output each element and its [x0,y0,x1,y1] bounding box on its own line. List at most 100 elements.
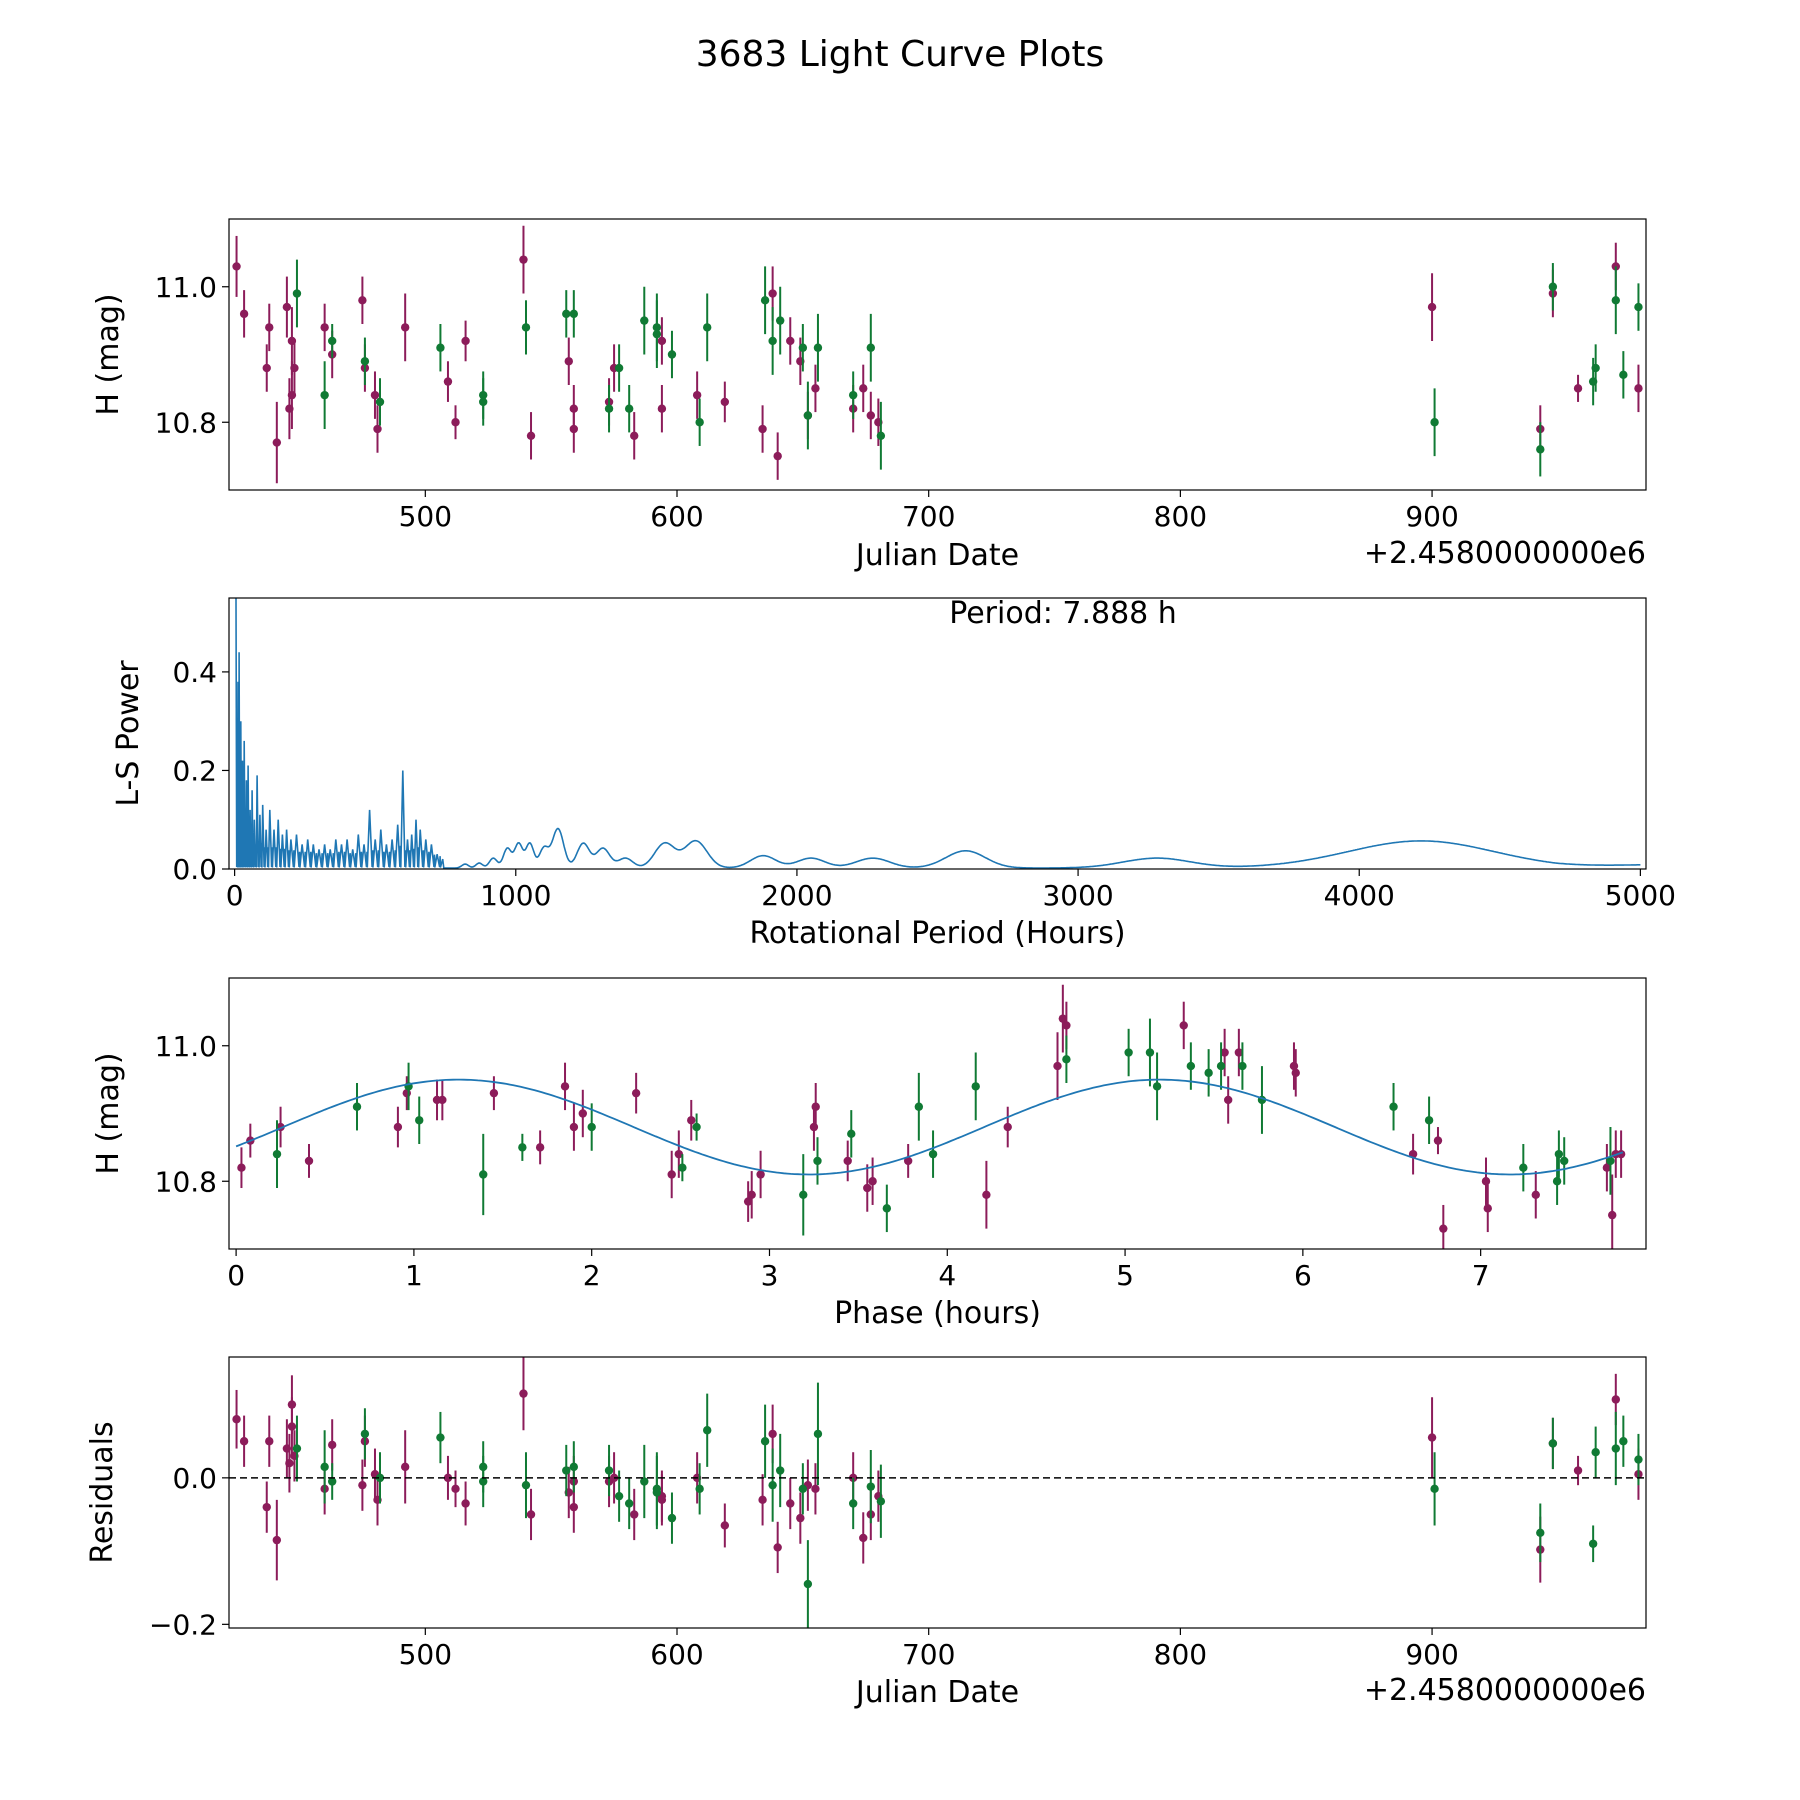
data-point [624,1499,634,1508]
axes-frame [228,1356,1647,1629]
data-point [1560,1156,1569,1166]
data-point [760,296,770,305]
data-point [692,1122,701,1132]
data-point [1220,1048,1229,1057]
data-point [564,357,573,366]
data-point [232,1415,241,1424]
data-point [798,343,808,352]
data-point [768,1429,777,1439]
data-point [1548,1439,1558,1448]
x-axis-label: Julian Date [854,1675,1019,1710]
y-axis-label: L-S Power [111,660,146,807]
data-point [720,397,730,407]
data-point [811,384,820,393]
data-point [914,1102,924,1111]
data-point [521,1480,531,1490]
x-offset-label: +2.4580000000e6 [1364,536,1646,571]
data-point [519,1389,528,1398]
data-point [1536,1528,1545,1537]
data-point [866,411,876,420]
data-point [1608,1210,1617,1220]
panel-phased: 0 1 2 3 4 5 6 7 10.8 11.0 Phase (hours) H (mag) [91,977,1647,1331]
series-band_a [237,984,1626,1249]
data-point [624,404,634,413]
data-point [813,343,823,352]
x-tick-label: 5000 [1605,879,1676,912]
data-point [290,363,299,373]
data-point [239,1437,249,1446]
data-point [803,411,813,420]
series-band_b [292,259,1643,477]
data-point [1554,1149,1564,1159]
data-point [1634,384,1643,393]
data-point [786,336,795,346]
data-point [436,1433,445,1442]
data-point [287,1422,297,1431]
data-point [1124,1048,1133,1057]
data-point [272,438,282,447]
data-point [1552,1177,1562,1186]
x-tick-label: 4000 [1324,879,1395,912]
data-point [1433,1136,1443,1145]
data-point [526,431,536,440]
x-tick-label: 500 [399,1638,452,1671]
data-point [1573,1466,1583,1475]
data-point [479,397,488,407]
data-point [866,1482,876,1491]
figure-title: 3683 Light Curve Plots [696,34,1105,75]
data-point [285,1459,294,1468]
data-point [320,1462,329,1472]
data-point [451,418,460,427]
data-point [1573,384,1583,393]
data-point [667,1513,677,1523]
series-band_b [292,1382,1655,1628]
data-point [703,323,712,332]
data-point [479,1477,488,1486]
data-point [436,343,445,352]
data-point [562,309,571,319]
x-tick-label: 1000 [480,879,551,912]
data-point [847,1129,856,1139]
data-point [1424,1116,1434,1125]
x-tick-label: 700 [902,1638,955,1671]
data-point [352,1102,362,1111]
y-tick-label: −0.2 [149,1608,217,1641]
data-point [292,1444,302,1453]
data-point [768,336,777,346]
data-point [1611,296,1620,305]
data-point [1053,1061,1062,1071]
data-point [451,1484,460,1494]
data-point [1634,302,1643,312]
y-axis-label: H (mag) [91,293,126,415]
y-axis-label: Residuals [85,1421,120,1563]
data-point [1606,1156,1615,1166]
data-point [1647,1485,1655,1493]
data-point [400,1462,410,1472]
data-point [743,1197,753,1206]
data-point [809,1122,819,1132]
data-point [695,1484,704,1494]
data-point [678,1163,687,1172]
data-point [569,1122,579,1132]
data-point [848,1499,858,1508]
x-axis-label: Phase (hours) [834,1296,1041,1331]
data-point [1427,302,1437,312]
plot-area [235,984,1626,1249]
data-point [695,418,704,427]
data-point [479,1170,488,1179]
data-point [1649,371,1657,379]
y-tick-label: 11.0 [155,1030,217,1063]
data-point [813,1429,823,1439]
data-point [631,1088,641,1098]
x-tick-label: 900 [1405,1638,1458,1671]
data-point [562,1466,571,1475]
data-point [1186,1061,1196,1071]
data-point [882,1204,892,1213]
data-point [292,289,302,298]
data-point [1483,1204,1492,1213]
axes-frame [228,977,1647,1250]
data-point [758,424,767,434]
data-point [1179,1021,1188,1030]
data-point [652,329,662,339]
